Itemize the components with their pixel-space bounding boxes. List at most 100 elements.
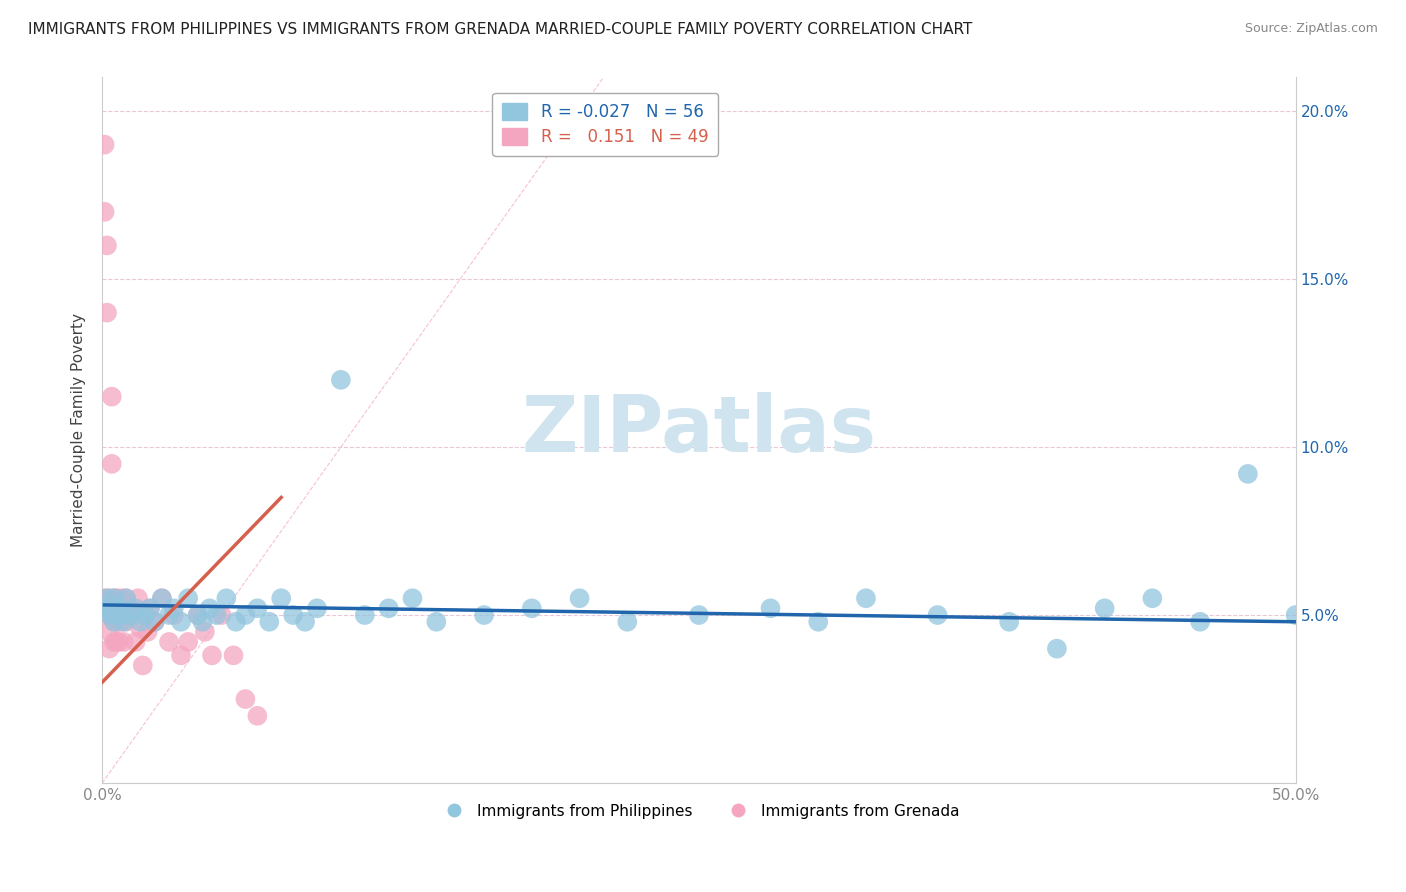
Point: [329, 373, 352, 387]
Point: [143, 615, 166, 629]
Point: [136, 624, 159, 639]
Point: [98, 624, 121, 639]
Point: [163, 601, 186, 615]
Point: [103, 591, 125, 606]
Point: [191, 615, 214, 629]
Point: [96, 238, 118, 252]
Point: [759, 601, 782, 615]
Point: [103, 635, 125, 649]
Point: [1046, 641, 1069, 656]
Point: [108, 635, 131, 649]
Point: [377, 601, 399, 615]
Point: [170, 615, 193, 629]
Point: [96, 591, 118, 606]
Point: [187, 608, 209, 623]
Point: [177, 591, 200, 606]
Point: [270, 591, 292, 606]
Point: [807, 615, 830, 629]
Point: [998, 615, 1021, 629]
Text: Source: ZipAtlas.com: Source: ZipAtlas.com: [1244, 22, 1378, 36]
Point: [222, 648, 245, 663]
Text: IMMIGRANTS FROM PHILIPPINES VS IMMIGRANTS FROM GRENADA MARRIED-COUPLE FAMILY POV: IMMIGRANTS FROM PHILIPPINES VS IMMIGRANT…: [28, 22, 973, 37]
Point: [215, 591, 238, 606]
Point: [246, 601, 269, 615]
Point: [134, 608, 156, 623]
Point: [120, 601, 142, 615]
Point: [235, 608, 257, 623]
Point: [93, 137, 115, 152]
Point: [103, 615, 125, 629]
Point: [110, 608, 132, 623]
Point: [117, 608, 139, 623]
Point: [100, 457, 122, 471]
Point: [98, 608, 121, 623]
Point: [927, 608, 949, 623]
Point: [235, 692, 257, 706]
Point: [163, 608, 186, 623]
Point: [225, 615, 247, 629]
Point: [98, 591, 121, 606]
Point: [568, 591, 591, 606]
Point: [103, 591, 125, 606]
Point: [294, 615, 316, 629]
Point: [259, 615, 281, 629]
Y-axis label: Married-Couple Family Poverty: Married-Couple Family Poverty: [72, 313, 86, 547]
Point: [115, 591, 138, 606]
Point: [110, 591, 132, 606]
Point: [211, 608, 233, 623]
Point: [616, 615, 638, 629]
Point: [120, 608, 142, 623]
Point: [112, 615, 135, 629]
Point: [1237, 467, 1260, 481]
Point: [124, 601, 146, 615]
Point: [855, 591, 877, 606]
Point: [194, 624, 217, 639]
Point: [103, 615, 125, 629]
Point: [246, 709, 269, 723]
Point: [1189, 615, 1212, 629]
Point: [150, 591, 173, 606]
Point: [100, 601, 122, 615]
Legend: Immigrants from Philippines, Immigrants from Grenada: Immigrants from Philippines, Immigrants …: [432, 797, 966, 825]
Point: [198, 601, 221, 615]
Point: [139, 601, 162, 615]
Point: [134, 608, 156, 623]
Point: [1094, 601, 1116, 615]
Point: [108, 601, 131, 615]
Point: [1284, 608, 1306, 623]
Point: [115, 591, 138, 606]
Point: [401, 591, 423, 606]
Point: [353, 608, 375, 623]
Point: [132, 658, 155, 673]
Point: [425, 615, 447, 629]
Point: [96, 608, 118, 623]
Point: [105, 608, 128, 623]
Point: [93, 204, 115, 219]
Point: [110, 615, 132, 629]
Point: [520, 601, 543, 615]
Point: [688, 608, 710, 623]
Point: [170, 648, 193, 663]
Point: [139, 601, 162, 615]
Point: [100, 390, 122, 404]
Point: [1142, 591, 1164, 606]
Point: [150, 591, 173, 606]
Point: [115, 615, 138, 629]
Point: [105, 635, 128, 649]
Point: [177, 635, 200, 649]
Point: [129, 615, 152, 629]
Point: [105, 608, 128, 623]
Text: ZIPatlas: ZIPatlas: [522, 392, 876, 468]
Point: [472, 608, 495, 623]
Point: [201, 648, 224, 663]
Point: [112, 608, 135, 623]
Point: [157, 635, 180, 649]
Point: [187, 608, 209, 623]
Point: [124, 635, 146, 649]
Point: [96, 305, 118, 319]
Point: [100, 608, 122, 623]
Point: [157, 608, 180, 623]
Point: [127, 591, 149, 606]
Point: [105, 591, 128, 606]
Point: [283, 608, 305, 623]
